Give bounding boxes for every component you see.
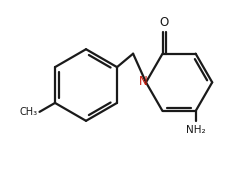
- Text: N: N: [138, 75, 147, 88]
- Text: O: O: [160, 16, 169, 29]
- Text: CH₃: CH₃: [20, 107, 38, 117]
- Text: NH₂: NH₂: [186, 125, 205, 135]
